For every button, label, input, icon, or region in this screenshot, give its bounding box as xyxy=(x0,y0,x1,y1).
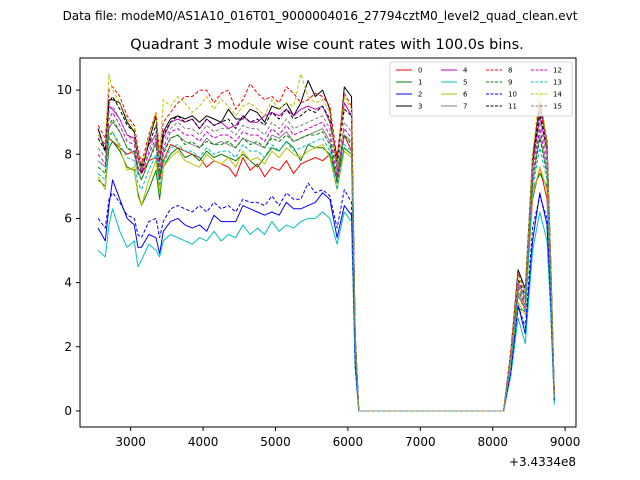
y-tick-label: 0 xyxy=(64,404,72,418)
legend-label-9: 9 xyxy=(508,79,512,87)
y-tick-label: 6 xyxy=(64,211,72,225)
series-line-4 xyxy=(97,102,555,412)
y-axis-ticks: 0 2 4 6 8 10 xyxy=(57,83,80,418)
y-tick-label: 4 xyxy=(64,276,72,290)
x-tick-label: 8000 xyxy=(477,435,508,449)
series-line-1 xyxy=(97,140,555,412)
legend-label-3: 3 xyxy=(418,103,422,111)
y-tick-label: 10 xyxy=(57,83,72,97)
legend-label-0: 0 xyxy=(418,67,422,75)
x-tick-label: 4000 xyxy=(188,435,219,449)
x-axis-ticks: 3000 4000 5000 6000 7000 8000 9000 xyxy=(115,427,580,449)
axes-frame xyxy=(79,57,577,428)
series-line-7 xyxy=(97,121,555,412)
series-line-13 xyxy=(97,131,555,412)
legend-label-12: 12 xyxy=(553,67,562,75)
legend-label-1: 1 xyxy=(418,79,422,87)
series-line-6 xyxy=(97,131,555,412)
legend-label-14: 14 xyxy=(553,91,562,99)
series-line-0 xyxy=(97,128,555,412)
legend-label-15: 15 xyxy=(553,103,562,111)
y-tick-label: 8 xyxy=(64,147,72,161)
x-tick-label: 9000 xyxy=(550,435,581,449)
legend-label-11: 11 xyxy=(508,103,517,111)
legend-label-4: 4 xyxy=(463,67,468,75)
x-tick-label: 7000 xyxy=(405,435,436,449)
legend-label-6: 6 xyxy=(463,91,468,99)
legend-box xyxy=(389,61,573,117)
x-tick-label: 5000 xyxy=(260,435,291,449)
figure-suptitle: Data file: modeM0/AS1A10_016T01_90000040… xyxy=(63,9,578,23)
x-tick-label: 3000 xyxy=(115,435,146,449)
y-tick-label: 2 xyxy=(64,340,72,354)
x-offset-label: +3.4334e8 xyxy=(509,455,576,469)
legend-label-2: 2 xyxy=(418,91,422,99)
series-layer xyxy=(97,73,555,412)
legend-label-13: 13 xyxy=(553,79,562,87)
x-tick-label: 6000 xyxy=(333,435,364,449)
series-line-5 xyxy=(97,208,555,412)
plot-title: Quadrant 3 module wise count rates with … xyxy=(130,37,524,53)
series-line-10 xyxy=(97,182,555,412)
series-line-14 xyxy=(97,73,555,412)
series-line-8 xyxy=(97,83,555,412)
legend-label-10: 10 xyxy=(508,91,517,99)
legend-label-8: 8 xyxy=(508,67,512,75)
legend-label-7: 7 xyxy=(463,103,467,111)
legend-label-5: 5 xyxy=(463,79,467,87)
series-line-15 xyxy=(97,105,555,412)
